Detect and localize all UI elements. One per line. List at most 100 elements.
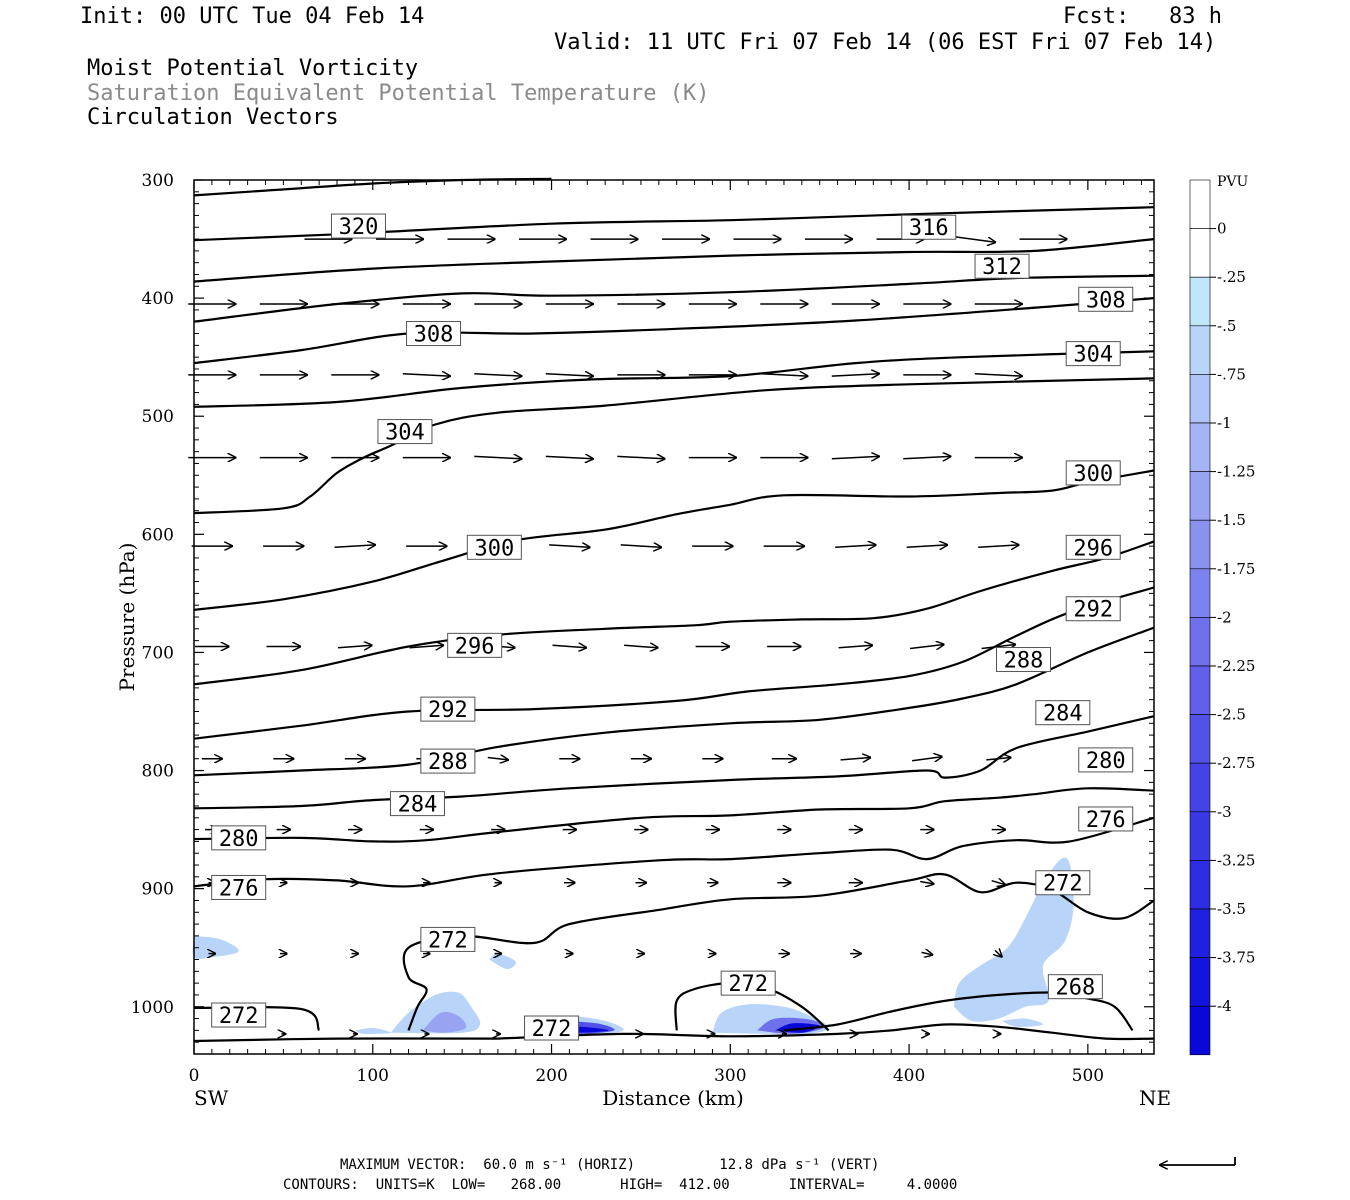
contour-label-288-15: 288 — [420, 748, 476, 775]
contour-label-text: 280 — [1086, 749, 1126, 774]
contour-label-text: 292 — [1073, 598, 1113, 623]
contour-label-316-1: 316 — [901, 214, 957, 241]
contour-276-13 — [193, 816, 1155, 888]
contour-308-3 — [193, 274, 1155, 323]
contour-304-6 — [193, 377, 1155, 515]
vector-5-6 — [624, 645, 658, 647]
contour-label-288-12: 288 — [995, 647, 1051, 674]
y-tick-label: 300 — [142, 171, 174, 191]
x-tick-label: 0 — [189, 1066, 200, 1086]
colorbar-swatch-3 — [1189, 325, 1211, 375]
pv-region-4 — [422, 1011, 467, 1033]
colorbar-tick-label: -3 — [1217, 803, 1232, 821]
colorbar-tick-label: -2.5 — [1217, 706, 1246, 724]
colorbar-tick-label: -2.25 — [1217, 657, 1255, 675]
contour-284-11 — [193, 715, 1155, 810]
colorbar-swatch-8 — [1189, 568, 1211, 618]
contour-label-296-9: 296 — [1065, 534, 1121, 561]
contour-label-292-10: 292 — [1065, 596, 1121, 623]
contour-label-text: 300 — [474, 536, 514, 561]
y-tick-label: 400 — [142, 289, 174, 309]
y-tick-label: 700 — [142, 643, 174, 663]
colorbar-tick-label: -2.75 — [1217, 754, 1255, 772]
vector-2-11 — [974, 374, 1022, 376]
colorbar-swatch-17 — [1189, 1005, 1211, 1056]
colorbar-swatch-16 — [1189, 957, 1211, 1007]
pv-region-12 — [1002, 1018, 1044, 1027]
vector-2-9 — [831, 374, 879, 376]
vector-9-10 — [921, 952, 933, 954]
contour-label-292-13: 292 — [420, 696, 476, 723]
contour-label-text: 284 — [398, 793, 438, 818]
vector-2-8 — [760, 374, 807, 376]
colorbar-swatch-14 — [1189, 860, 1211, 910]
vector-2-3 — [402, 374, 450, 376]
contour-label-300-8: 300 — [466, 534, 522, 561]
contour-label-272-26: 272 — [524, 1015, 580, 1042]
contour-label-text: 276 — [219, 876, 259, 901]
contour-label-text: 288 — [1004, 649, 1044, 674]
contour-label-272-22: 272 — [420, 926, 476, 953]
contour-288-10 — [193, 626, 1155, 777]
contour-label-text: 304 — [385, 421, 425, 446]
contour-label-308-4: 308 — [406, 321, 462, 348]
contour-label-272-25: 272 — [211, 1002, 267, 1029]
vector-6-11 — [986, 758, 1010, 760]
vector-4-10 — [906, 545, 948, 547]
contour-info: CONTOURS: UNITS=K LOW= 268.00 HIGH= 412.… — [283, 1177, 958, 1193]
contour-308-4 — [193, 297, 1155, 365]
y-tick-label: 1000 — [131, 998, 174, 1018]
contour-292-9 — [193, 586, 1155, 740]
contour-label-272-21: 272 — [1035, 870, 1091, 897]
colorbar-swatch-10 — [1189, 665, 1211, 715]
vector-2-4 — [474, 374, 521, 376]
vector-3-4 — [474, 456, 521, 458]
pv-region-2 — [354, 1027, 391, 1035]
colorbar-swatch-9 — [1189, 617, 1211, 667]
contour-label-text: 272 — [728, 972, 768, 997]
contour-label-text: 268 — [1055, 976, 1095, 1001]
y-tick-label: 500 — [142, 407, 174, 427]
contour-label-268-24: 268 — [1047, 974, 1103, 1001]
contour-label-304-5: 304 — [1065, 341, 1121, 368]
title-mpv: Moist Potential Vorticity — [87, 56, 419, 81]
contour-312-2 — [193, 238, 1155, 283]
x-tick-label: 500 — [1072, 1066, 1104, 1086]
contour-label-text: 320 — [339, 215, 379, 240]
contour-label-284-14: 284 — [1035, 700, 1091, 727]
axes: 300 400 500 600 700 800 900 1000 0 100 200 300 400 50… — [115, 171, 1171, 1110]
colorbar-swatch-5 — [1189, 422, 1211, 472]
contour-label-text: 312 — [982, 255, 1022, 280]
colorbar-swatch-0 — [1189, 179, 1211, 229]
vector-4-11 — [978, 545, 1019, 547]
contour-label-276-18: 276 — [1078, 806, 1134, 833]
colorbar-tick-label: -1.75 — [1217, 560, 1255, 578]
x-axis-label: Distance (km) — [602, 1086, 744, 1110]
contour-label-text: 272 — [219, 1004, 259, 1029]
vector-5-9 — [838, 645, 873, 647]
colorbar-unit: PVU — [1217, 174, 1249, 190]
contour-label-276-20: 276 — [211, 874, 267, 901]
contour-label-text: 288 — [428, 750, 468, 775]
y-tick-label: 600 — [142, 525, 174, 545]
vector-4-6 — [620, 545, 662, 547]
contour-label-text: 272 — [532, 1017, 572, 1042]
vector-3-6 — [617, 456, 664, 458]
colorbar-swatch-1 — [1189, 228, 1211, 278]
contour-labels: 320 316 312 308 308 304 304 300 300 296 292 296 288 2… — [211, 213, 1134, 1042]
valid-time: Valid: 11 UTC Fri 07 Feb 14 (06 EST Fri … — [554, 30, 1217, 55]
colorbar-swatch-2 — [1189, 276, 1211, 327]
vector-5-10 — [910, 645, 944, 649]
pv-region-1 — [489, 953, 517, 970]
contour-label-text: 272 — [428, 928, 468, 953]
colorbar-tick-label: -.5 — [1217, 317, 1236, 335]
vector-3-5 — [545, 456, 593, 458]
colorbar-swatch-11 — [1189, 714, 1211, 764]
contour-label-272-23: 272 — [720, 970, 776, 997]
vector-6-10 — [911, 757, 942, 761]
vector-3-9 — [831, 456, 879, 458]
vector-6-9 — [840, 758, 871, 760]
contour-label-308-3: 308 — [1078, 286, 1134, 313]
y-axis-label: Pressure (hPa) — [115, 543, 139, 692]
x-tick-label: 200 — [535, 1066, 567, 1086]
